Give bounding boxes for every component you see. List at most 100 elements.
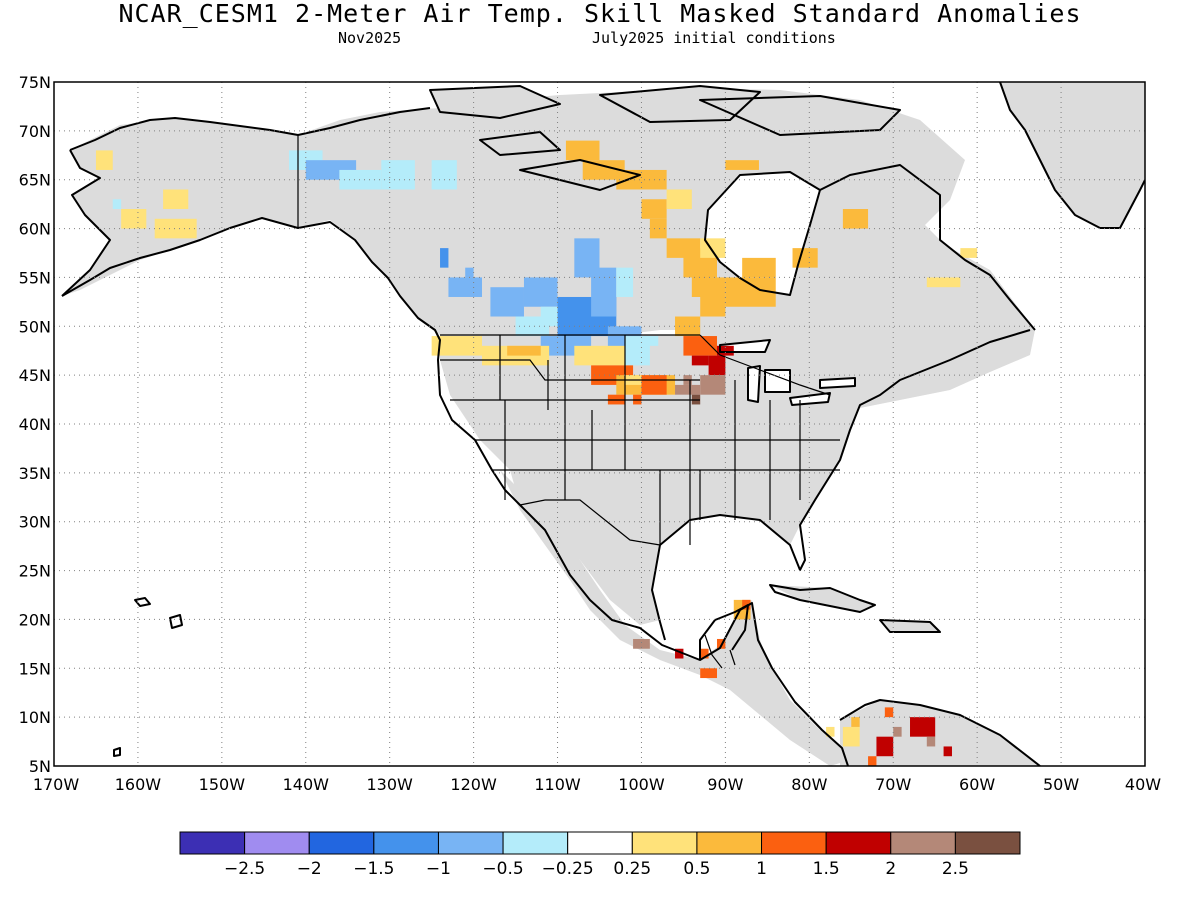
colorbar-swatch <box>954 831 1021 855</box>
anomaly-cell <box>440 248 449 268</box>
anomaly-cell <box>700 277 726 317</box>
anomaly-cell <box>448 277 483 297</box>
lon-label: 160W <box>115 775 162 794</box>
colorbar-tick-label: −0.25 <box>542 859 594 879</box>
lat-label: 10N <box>19 708 51 727</box>
anomaly-cell <box>565 140 600 161</box>
anomaly-cell <box>700 238 726 258</box>
anomaly-cell <box>641 375 667 395</box>
lon-label: 40W <box>1125 775 1161 794</box>
anomaly-cell <box>943 746 952 757</box>
anomaly-cell <box>725 160 759 170</box>
anomaly-cell <box>926 277 961 288</box>
lat-label: 20N <box>19 610 51 629</box>
anomaly-cell <box>490 287 524 317</box>
lon-label: 70W <box>875 775 911 794</box>
anomaly-cell <box>616 169 667 190</box>
colorbar-swatch <box>696 831 763 855</box>
anomaly-cell <box>582 160 625 180</box>
lat-label: 35N <box>19 464 51 483</box>
anomaly-cell <box>574 345 625 366</box>
lon-label: 100W <box>618 775 665 794</box>
colorbar-swatch <box>373 831 439 855</box>
colorbar-swatch <box>502 831 569 855</box>
anomaly-cell <box>641 199 667 219</box>
initial-conditions: July2025 initial conditions <box>592 29 836 47</box>
lat-label: 65N <box>19 171 51 190</box>
colorbar-swatch <box>631 831 698 855</box>
lon-label: 90W <box>707 775 743 794</box>
lon-label: 80W <box>791 775 827 794</box>
colorbar-swatch <box>179 831 246 855</box>
anomaly-cell <box>876 736 894 757</box>
anomaly-cell <box>431 160 457 190</box>
coastlines <box>61 82 1145 766</box>
colorbar-tick-label: −2 <box>297 859 322 879</box>
colorbar-tick-label: 0.25 <box>613 859 651 879</box>
lat-label: 45N <box>19 366 51 385</box>
anomaly-cell <box>431 336 483 356</box>
anomaly-cell <box>633 638 650 649</box>
skill-mask-area <box>62 82 1145 766</box>
lat-label: 40N <box>19 415 51 434</box>
political-borders <box>297 135 840 669</box>
hudson-bay <box>705 172 820 295</box>
anomaly-cell <box>675 648 684 659</box>
colorbar-swatch <box>244 831 310 855</box>
colorbar-tick-label: 2 <box>885 859 896 879</box>
lat-label: 60N <box>19 220 51 239</box>
anomaly-cell <box>742 257 776 278</box>
lat-lon-grid <box>54 82 1145 766</box>
anomaly-cell <box>675 316 701 337</box>
anomaly-cell <box>666 189 692 210</box>
anomaly-cell <box>851 717 860 727</box>
anomaly-cell <box>515 316 550 337</box>
colorbar-tick-label: 1 <box>756 859 767 879</box>
lat-label: 75N <box>19 73 51 92</box>
lat-label: 25N <box>19 562 51 581</box>
anomaly-cell <box>616 267 634 297</box>
lon-label: 50W <box>1043 775 1079 794</box>
lat-label: 15N <box>19 659 51 678</box>
colorbar-swatch <box>825 831 892 855</box>
lat-label: 55N <box>19 268 51 287</box>
colorbar-swatch <box>567 831 633 855</box>
anomaly-cell <box>649 218 667 239</box>
anomaly-cell <box>112 199 122 210</box>
lat-label: 5N <box>29 757 51 776</box>
anomaly-cell <box>842 209 869 229</box>
forecast-month: Nov2025 <box>338 29 402 47</box>
latitude-labels: 75N 70N 65N 60N 55N 50N 45N 40N 35N 30N 25N 20N 15N 1… <box>19 73 51 776</box>
colorbar-tick-label: 0.5 <box>683 859 710 879</box>
anomaly-cell <box>163 189 189 210</box>
anomaly-cell <box>154 218 197 239</box>
anomaly-cell <box>381 160 415 190</box>
lon-label: 150W <box>199 775 246 794</box>
anomaly-cell <box>926 736 936 747</box>
anomaly-cell <box>507 345 541 356</box>
colorbar-tick-label: 1.5 <box>813 859 840 879</box>
anomaly-cell <box>716 345 734 356</box>
anomaly-cell <box>960 248 978 258</box>
colorbar-tick-labels: −2.5 −2 −1.5 −1 −0.5 −0.25 0.25 0.5 1 1.5 2 2.5 <box>224 859 969 879</box>
anomaly-cell <box>842 726 860 747</box>
anomaly-cell <box>465 267 474 278</box>
anomaly-cell <box>540 306 558 327</box>
anomaly-cell <box>868 756 877 766</box>
anomaly-cell <box>884 707 894 718</box>
colorbar-swatch <box>761 831 827 855</box>
lon-label: 120W <box>450 775 497 794</box>
anomaly-cell <box>893 726 902 737</box>
colorbar <box>179 831 1021 855</box>
anomaly-cell <box>591 267 617 317</box>
lon-label: 130W <box>367 775 414 794</box>
lat-label: 70N <box>19 122 51 141</box>
colorbar-tick-label: −2.5 <box>224 859 265 879</box>
anomaly-cell <box>910 717 936 737</box>
anomaly-cell <box>95 150 113 170</box>
colorbar-swatch <box>308 831 375 855</box>
anomaly-cell <box>641 336 659 346</box>
lon-label: 110W <box>534 775 581 794</box>
lat-label: 50N <box>19 317 51 336</box>
